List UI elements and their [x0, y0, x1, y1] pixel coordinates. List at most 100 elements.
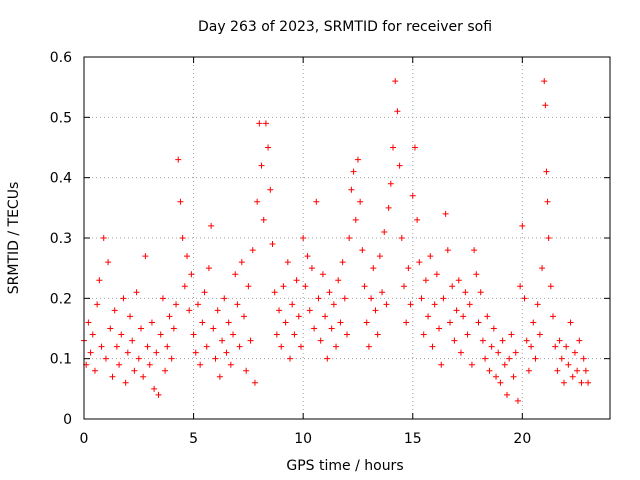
- data-point: [151, 385, 158, 392]
- data-point: [129, 337, 136, 344]
- data-point: [267, 186, 274, 193]
- data-point: [170, 325, 177, 332]
- x-tick-label: 15: [404, 431, 422, 447]
- data-point: [311, 325, 318, 332]
- data-point: [381, 228, 388, 235]
- data-point: [544, 198, 551, 205]
- data-point: [293, 277, 300, 284]
- data-point: [113, 343, 120, 350]
- data-point: [276, 307, 283, 314]
- data-point: [475, 319, 482, 326]
- x-tick-label: 10: [294, 431, 312, 447]
- y-tick-label: 0.6: [50, 50, 72, 66]
- data-point: [232, 271, 239, 278]
- data-point: [184, 253, 191, 260]
- data-point: [510, 373, 517, 380]
- data-point: [493, 373, 500, 380]
- data-point: [368, 295, 375, 302]
- data-point: [484, 313, 491, 320]
- data-point: [197, 361, 204, 368]
- data-point: [238, 259, 245, 266]
- data-point: [357, 198, 364, 205]
- data-point: [341, 295, 348, 302]
- data-point: [541, 78, 548, 85]
- data-point: [173, 301, 180, 308]
- data-point: [508, 331, 515, 338]
- data-point: [363, 319, 370, 326]
- data-point: [120, 295, 127, 302]
- data-point: [157, 331, 164, 338]
- data-point: [278, 343, 285, 350]
- data-point: [460, 313, 467, 320]
- data-point: [326, 289, 333, 296]
- data-point: [396, 162, 403, 169]
- axis-ticks: [83, 56, 610, 420]
- data-point: [236, 343, 243, 350]
- data-point: [582, 367, 589, 374]
- data-point: [407, 301, 414, 308]
- data-point: [335, 277, 342, 284]
- y-axis-label: SRMTID / TECUs: [6, 182, 22, 295]
- data-point: [376, 253, 383, 260]
- data-point: [337, 319, 344, 326]
- data-point: [142, 253, 149, 260]
- data-point: [379, 289, 386, 296]
- data-point: [558, 355, 565, 362]
- data-point: [240, 313, 247, 320]
- data-point: [137, 325, 144, 332]
- data-point: [490, 325, 497, 332]
- data-point: [392, 78, 399, 85]
- data-point: [576, 337, 583, 344]
- data-point: [146, 361, 153, 368]
- data-point: [304, 253, 311, 260]
- data-point: [308, 265, 315, 272]
- data-point: [249, 247, 256, 254]
- data-point: [155, 391, 162, 398]
- data-point: [545, 235, 552, 241]
- data-point: [482, 355, 489, 362]
- data-point: [574, 367, 581, 374]
- data-point: [94, 301, 101, 308]
- data-point: [451, 337, 458, 344]
- data-point: [477, 289, 484, 296]
- data-point: [578, 379, 585, 386]
- data-point: [265, 144, 272, 151]
- y-tick-label: 0.4: [50, 171, 72, 187]
- data-point: [571, 349, 578, 356]
- data-point: [89, 331, 96, 338]
- data-point: [221, 295, 228, 302]
- data-point: [350, 168, 357, 175]
- data-point: [111, 307, 118, 314]
- data-point: [181, 283, 188, 290]
- data-point: [225, 319, 232, 326]
- data-point: [144, 343, 151, 350]
- data-point: [315, 295, 322, 302]
- data-point: [455, 277, 462, 284]
- data-point: [291, 331, 298, 338]
- data-point: [116, 361, 123, 368]
- data-point: [466, 301, 473, 308]
- data-point: [333, 343, 340, 350]
- data-point: [109, 373, 116, 380]
- data-point: [585, 379, 592, 386]
- data-point: [539, 265, 546, 272]
- data-point: [98, 343, 105, 350]
- data-point: [166, 313, 173, 320]
- chart-title: Day 263 of 2023, SRMTID for receiver sof…: [198, 19, 492, 35]
- data-point: [422, 277, 429, 284]
- data-point: [203, 343, 210, 350]
- data-point: [418, 295, 425, 302]
- data-point: [122, 379, 129, 386]
- data-point: [517, 283, 524, 290]
- data-point: [385, 204, 392, 211]
- data-point: [457, 349, 464, 356]
- data-point: [243, 367, 250, 374]
- y-tick-label: 0.2: [50, 291, 72, 307]
- data-point: [414, 216, 421, 223]
- data-point: [328, 325, 335, 332]
- data-point: [124, 349, 131, 356]
- data-point: [352, 216, 359, 223]
- data-point: [212, 355, 219, 362]
- data-point: [186, 307, 193, 314]
- data-point: [148, 319, 155, 326]
